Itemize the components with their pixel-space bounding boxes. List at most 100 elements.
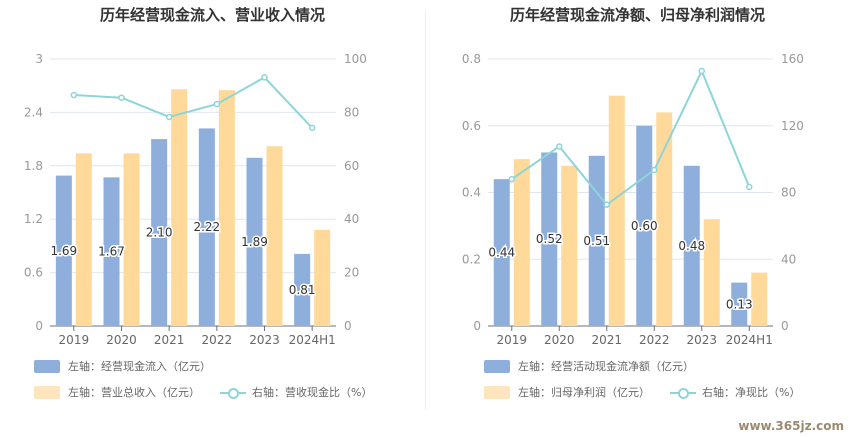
legend-label: 左轴：经营现金流入（亿元）: [68, 360, 211, 373]
x-axis-label: 2024H1: [289, 333, 336, 347]
bar-2019-secondary: [75, 153, 92, 326]
bar-2023-secondary: [266, 146, 283, 326]
legend-label: 右轴：营收现金比（%）: [252, 386, 373, 399]
left-axis-tick: 0.2: [462, 252, 481, 266]
legend-item[interactable]: 右轴：净现比（%）: [670, 384, 800, 400]
x-axis-label: 2022: [202, 333, 233, 347]
bar-2023-secondary: [703, 219, 720, 326]
legend-swatch: [34, 359, 60, 373]
left-axis-tick: 1.2: [24, 212, 43, 226]
x-axis-label: 2023: [686, 333, 717, 347]
bar-data-label: 0.51: [583, 234, 610, 248]
right-axis-tick: 0: [781, 319, 789, 333]
left-axis-tick: 0: [473, 319, 481, 333]
legend-swatch: [484, 359, 510, 373]
line-point: [508, 175, 515, 183]
legend-swatch: [34, 385, 60, 399]
left-axis-tick: 0.6: [462, 119, 481, 133]
line-point: [261, 74, 268, 81]
bar-2020-primary: [541, 152, 558, 326]
bar-data-label: 0.52: [536, 232, 563, 246]
legend-swatch: [484, 385, 510, 399]
line-point: [213, 100, 221, 108]
right-axis-tick: 80: [344, 105, 359, 119]
x-axis-label: 2023: [249, 333, 280, 347]
right-axis-tick: 40: [344, 212, 359, 226]
line-point: [308, 124, 316, 132]
bar-2024H1-primary: [731, 282, 748, 326]
bar-2019-secondary: [513, 159, 530, 326]
chart-title-left: 历年经营现金流入、营业收入情况: [99, 6, 325, 24]
bar-2022-secondary: [218, 90, 235, 327]
bar-data-label: 0.13: [726, 297, 753, 311]
legend-label: 左轴：经营活动现金流净额（亿元）: [518, 360, 694, 373]
x-axis-label: 2024H1: [726, 333, 773, 347]
line-point: [603, 201, 610, 208]
bar-2023-primary: [246, 157, 263, 326]
legend-item[interactable]: 右轴：营收现金比（%）: [220, 384, 372, 400]
legend-item[interactable]: 左轴：营业总收入（亿元）: [34, 384, 200, 400]
bar-2019-primary: [493, 179, 510, 326]
legend-item[interactable]: 左轴：经营活动现金流净额（亿元）: [484, 358, 694, 374]
bar-2022-secondary: [656, 112, 673, 327]
bar-2021-secondary: [608, 95, 625, 327]
bar-2021-secondary: [171, 89, 188, 326]
bar-2024H1-secondary: [751, 272, 768, 326]
x-axis-label: 2020: [106, 333, 137, 347]
left-axis-tick: 0.4: [462, 186, 481, 200]
left-axis-tick: 2.4: [24, 105, 43, 119]
bar-data-label: 0.48: [678, 239, 705, 253]
legend-label: 左轴：营业总收入（亿元）: [68, 386, 200, 399]
bar-data-label: 2.10: [146, 226, 173, 240]
chart-title-right: 历年经营现金流净额、归母净利润情况: [509, 6, 765, 24]
line-series: [511, 68, 751, 207]
legend-label: 右轴：净现比（%）: [702, 386, 801, 399]
right-axis-tick: 120: [781, 119, 804, 133]
bar-data-label: 1.69: [50, 244, 77, 258]
line-point: [698, 67, 705, 75]
x-axis-label: 2019: [59, 333, 90, 347]
right-axis-tick: 0: [344, 319, 352, 333]
line-point: [165, 113, 173, 121]
line-series: [73, 76, 313, 129]
bar-data-label: 0.81: [289, 283, 316, 297]
legend-item[interactable]: 左轴：经营现金流入（亿元）: [34, 358, 211, 374]
divider: [425, 10, 426, 410]
bar-2020-primary: [103, 177, 120, 326]
x-axis-label: 2021: [591, 333, 622, 347]
bar-2020-secondary: [561, 165, 578, 326]
legend-item[interactable]: 左轴：归母净利润（亿元）: [484, 384, 650, 400]
left-axis-tick: 3: [35, 52, 43, 66]
legend-label: 左轴：归母净利润（亿元）: [518, 386, 650, 399]
left-axis-tick: 1.8: [24, 159, 43, 173]
right-axis-tick: 100: [344, 52, 367, 66]
legend-line-icon: [220, 386, 246, 399]
right-axis-tick: 80: [781, 186, 796, 200]
right-axis-tick: 160: [781, 52, 804, 66]
bar-2022-primary: [198, 128, 215, 326]
bar-2019-primary: [55, 175, 72, 326]
bar-2023-primary: [683, 165, 700, 326]
x-axis-label: 2022: [639, 333, 670, 347]
line-point: [651, 166, 658, 174]
x-axis-label: 2021: [154, 333, 185, 347]
left-axis-tick: 0: [35, 319, 43, 333]
line-point: [556, 143, 563, 150]
right-axis-tick: 40: [781, 252, 796, 266]
bar-2024H1-primary: [294, 253, 311, 326]
bar-2022-primary: [636, 125, 653, 326]
bar-data-label: 0.60: [631, 219, 658, 233]
line-point: [70, 91, 78, 99]
x-axis-label: 2019: [496, 333, 527, 347]
bar-data-label: 1.89: [241, 235, 268, 249]
right-axis-tick: 60: [344, 159, 359, 173]
watermark: www.365jz.com: [738, 419, 844, 433]
line-point: [118, 94, 125, 101]
line-point: [746, 183, 753, 191]
right-axis-tick: 20: [344, 266, 359, 280]
left-axis-tick: 0.6: [24, 266, 43, 280]
bar-data-label: 1.67: [98, 245, 125, 259]
bar-data-label: 0.44: [488, 246, 515, 260]
bar-2020-secondary: [123, 153, 140, 326]
